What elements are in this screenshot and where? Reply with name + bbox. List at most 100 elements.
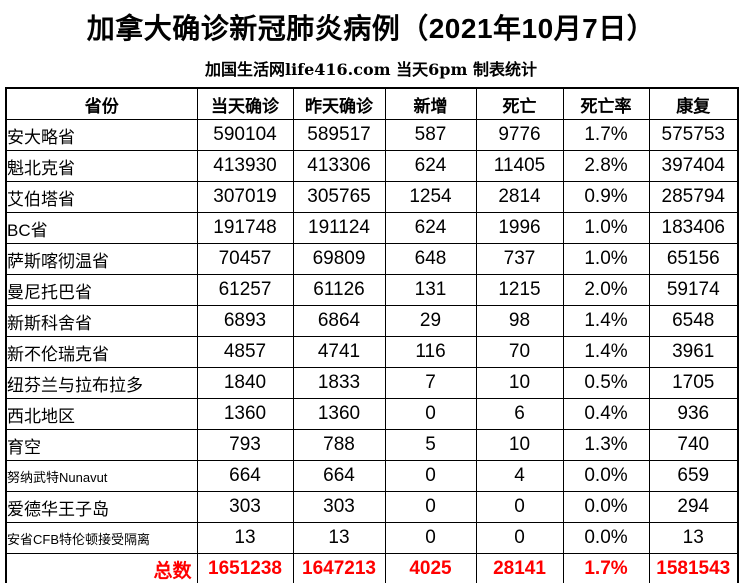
value-cell: 10 bbox=[475, 367, 564, 399]
value-cell: 307019 bbox=[196, 181, 294, 213]
value-cell: 13 bbox=[292, 522, 386, 554]
value-cell: 294 bbox=[648, 491, 739, 523]
value-cell: 6548 bbox=[648, 305, 739, 337]
value-cell: 1360 bbox=[292, 398, 386, 430]
value-cell: 303 bbox=[196, 491, 294, 523]
table-row: 魁北克省 413930 413306 624 11405 2.8% 397404 bbox=[5, 150, 739, 182]
province-name: 新斯科舍省 bbox=[5, 305, 198, 337]
value-cell: 0 bbox=[475, 491, 564, 523]
value-cell: 659 bbox=[648, 460, 739, 492]
table-row: 努纳武特Nunavut 664 664 0 4 0.0% 659 bbox=[5, 460, 739, 492]
value-cell: 11405 bbox=[475, 150, 564, 182]
value-cell: 6864 bbox=[292, 305, 386, 337]
value-cell: 1.4% bbox=[562, 305, 650, 337]
column-header-5: 死亡率 bbox=[562, 87, 650, 120]
value-cell: 13 bbox=[648, 522, 739, 554]
value-cell: 1.7% bbox=[562, 553, 650, 583]
column-header-6: 康复 bbox=[648, 87, 739, 120]
column-header-1: 当天确诊 bbox=[196, 87, 294, 120]
value-cell: 624 bbox=[384, 150, 477, 182]
value-cell: 0 bbox=[475, 522, 564, 554]
value-cell: 70457 bbox=[196, 243, 294, 275]
table-row: 西北地区 1360 1360 0 6 0.4% 936 bbox=[5, 398, 739, 430]
value-cell: 740 bbox=[648, 429, 739, 461]
value-cell: 65156 bbox=[648, 243, 739, 275]
value-cell: 590104 bbox=[196, 119, 294, 151]
value-cell: 0 bbox=[384, 491, 477, 523]
value-cell: 5 bbox=[384, 429, 477, 461]
value-cell: 285794 bbox=[648, 181, 739, 213]
value-cell: 664 bbox=[292, 460, 386, 492]
value-cell: 28141 bbox=[475, 553, 564, 583]
value-cell: 589517 bbox=[292, 119, 386, 151]
value-cell: 587 bbox=[384, 119, 477, 151]
value-cell: 7 bbox=[384, 367, 477, 399]
province-name: 爱德华王子岛 bbox=[5, 491, 198, 523]
value-cell: 0.4% bbox=[562, 398, 650, 430]
value-cell: 397404 bbox=[648, 150, 739, 182]
value-cell: 1254 bbox=[384, 181, 477, 213]
value-cell: 3961 bbox=[648, 336, 739, 368]
value-cell: 0.0% bbox=[562, 522, 650, 554]
value-cell: 4 bbox=[475, 460, 564, 492]
value-cell: 1651238 bbox=[196, 553, 294, 583]
value-cell: 2814 bbox=[475, 181, 564, 213]
table-row: 安大略省 590104 589517 587 9776 1.7% 575753 bbox=[5, 119, 739, 151]
province-name: 魁北克省 bbox=[5, 150, 198, 182]
column-header-4: 死亡 bbox=[475, 87, 564, 120]
value-cell: 0 bbox=[384, 460, 477, 492]
value-cell: 61126 bbox=[292, 274, 386, 306]
value-cell: 1.4% bbox=[562, 336, 650, 368]
province-name: 安大略省 bbox=[5, 119, 198, 151]
table-row: 安省CFB特伦顿接受隔离 13 13 0 0 0.0% 13 bbox=[5, 522, 739, 554]
value-cell: 737 bbox=[475, 243, 564, 275]
value-cell: 70 bbox=[475, 336, 564, 368]
value-cell: 575753 bbox=[648, 119, 739, 151]
page-subtitle: 加国生活网life416.com 当天6pm 制表统计 bbox=[205, 60, 537, 79]
covid-cases-table: 省份 当天确诊 昨天确诊 新增 死亡 死亡率 康复 安大略省 590104 589517 587 9… bbox=[5, 87, 739, 583]
value-cell: 413306 bbox=[292, 150, 386, 182]
value-cell: 0.0% bbox=[562, 491, 650, 523]
value-cell: 788 bbox=[292, 429, 386, 461]
header-row: 省份 当天确诊 昨天确诊 新增 死亡 死亡率 康复 bbox=[5, 87, 739, 120]
province-name: BC省 bbox=[5, 212, 198, 244]
value-cell: 0.9% bbox=[562, 181, 650, 213]
value-cell: 29 bbox=[384, 305, 477, 337]
value-cell: 1647213 bbox=[292, 553, 386, 583]
table-row: 艾伯塔省 307019 305765 1254 2814 0.9% 285794 bbox=[5, 181, 739, 213]
value-cell: 936 bbox=[648, 398, 739, 430]
province-name: 努纳武特Nunavut bbox=[5, 460, 198, 492]
table-row: 萨斯喀彻温省 70457 69809 648 737 1.0% 65156 bbox=[5, 243, 739, 275]
value-cell: 1705 bbox=[648, 367, 739, 399]
value-cell: 1.7% bbox=[562, 119, 650, 151]
table-row: 纽芬兰与拉布拉多 1840 1833 7 10 0.5% 1705 bbox=[5, 367, 739, 399]
total-label: 总数 bbox=[5, 553, 198, 583]
table-row: 曼尼托巴省 61257 61126 131 1215 2.0% 59174 bbox=[5, 274, 739, 306]
value-cell: 303 bbox=[292, 491, 386, 523]
value-cell: 305765 bbox=[292, 181, 386, 213]
value-cell: 2.0% bbox=[562, 274, 650, 306]
province-name: 西北地区 bbox=[5, 398, 198, 430]
page-title: 加拿大确诊新冠肺炎病例（2021年10月7日） bbox=[86, 13, 656, 44]
value-cell: 183406 bbox=[648, 212, 739, 244]
table-row: 爱德华王子岛 303 303 0 0 0.0% 294 bbox=[5, 491, 739, 523]
value-cell: 98 bbox=[475, 305, 564, 337]
table-row: 育空 793 788 5 10 1.3% 740 bbox=[5, 429, 739, 461]
value-cell: 59174 bbox=[648, 274, 739, 306]
value-cell: 6 bbox=[475, 398, 564, 430]
value-cell: 1.3% bbox=[562, 429, 650, 461]
table-row: 新斯科舍省 6893 6864 29 98 1.4% 6548 bbox=[5, 305, 739, 337]
value-cell: 4741 bbox=[292, 336, 386, 368]
value-cell: 2.8% bbox=[562, 150, 650, 182]
value-cell: 131 bbox=[384, 274, 477, 306]
province-name: 曼尼托巴省 bbox=[5, 274, 198, 306]
value-cell: 6893 bbox=[196, 305, 294, 337]
value-cell: 624 bbox=[384, 212, 477, 244]
value-cell: 793 bbox=[196, 429, 294, 461]
value-cell: 191748 bbox=[196, 212, 294, 244]
province-name: 新不伦瑞克省 bbox=[5, 336, 198, 368]
value-cell: 4025 bbox=[384, 553, 477, 583]
value-cell: 1215 bbox=[475, 274, 564, 306]
value-cell: 4857 bbox=[196, 336, 294, 368]
value-cell: 1.0% bbox=[562, 212, 650, 244]
